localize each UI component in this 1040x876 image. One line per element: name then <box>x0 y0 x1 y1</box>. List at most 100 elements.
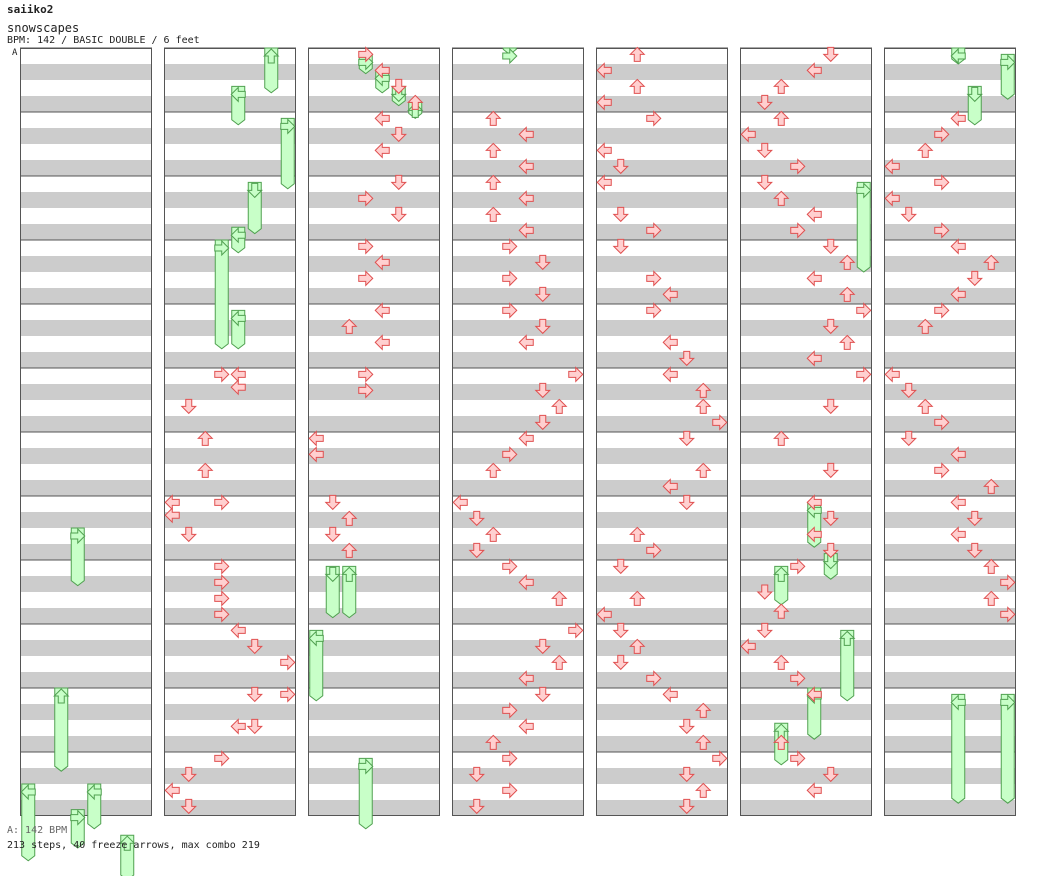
beat-stripe <box>596 464 728 480</box>
beat-stripe <box>452 496 584 512</box>
freeze-arrow <box>280 117 295 190</box>
beat-stripe <box>308 752 440 768</box>
beat-stripe <box>452 336 584 352</box>
beat-stripe <box>596 112 728 128</box>
beat-stripe <box>164 144 296 160</box>
beat-stripe <box>884 128 1016 144</box>
beat-stripe <box>308 544 440 560</box>
beat-stripe <box>20 784 152 800</box>
beat-stripe <box>884 208 1016 224</box>
step-arrow <box>839 334 856 350</box>
beat-stripe <box>884 784 1016 800</box>
beat-stripe <box>20 320 152 336</box>
beat-stripe <box>452 400 584 416</box>
beat-stripe <box>596 688 728 704</box>
step-arrow <box>518 430 534 447</box>
beat-stripe <box>308 304 440 320</box>
step-arrow <box>950 446 966 463</box>
beat-stripe <box>20 656 152 672</box>
beat-stripe <box>308 672 440 688</box>
step-arrow <box>884 190 900 207</box>
step-arrow <box>806 686 822 703</box>
beat-stripe <box>164 448 296 464</box>
beat-stripe <box>308 480 440 496</box>
step-arrow <box>646 110 662 127</box>
step-arrow <box>468 798 485 815</box>
step-arrow <box>822 398 839 415</box>
beat-stripe <box>20 128 152 144</box>
beat-stripe <box>884 336 1016 352</box>
beat-stripe <box>452 576 584 592</box>
step-arrow <box>629 638 646 654</box>
step-arrow <box>822 510 839 527</box>
step-arrow <box>596 62 612 79</box>
beat-stripe <box>596 336 728 352</box>
beat-stripe <box>884 416 1016 432</box>
beat-stripe <box>884 448 1016 464</box>
beat-stripe <box>308 432 440 448</box>
freeze-arrow-head <box>119 835 136 851</box>
beat-stripe <box>884 624 1016 640</box>
beat-stripe <box>740 272 872 288</box>
step-arrow <box>308 430 324 447</box>
step-arrow <box>485 462 502 478</box>
freeze-arrow-head <box>358 758 374 775</box>
beat-stripe <box>452 416 584 432</box>
beat-stripe <box>308 48 440 64</box>
step-arrow <box>246 686 263 703</box>
beat-stripe <box>740 784 872 800</box>
step-arrow <box>358 382 374 399</box>
freeze-arrow-head <box>950 47 966 65</box>
step-arrow <box>518 670 534 687</box>
beat-stripe <box>164 176 296 192</box>
beat-stripe <box>596 704 728 720</box>
beat-stripe <box>452 560 584 576</box>
step-arrow <box>230 718 246 735</box>
beat-stripe <box>308 176 440 192</box>
step-arrow <box>822 462 839 479</box>
chart-column <box>164 47 296 816</box>
beat-stripe <box>452 192 584 208</box>
beat-stripe <box>740 240 872 256</box>
beat-stripe <box>452 688 584 704</box>
beat-stripe <box>164 640 296 656</box>
column-border <box>20 48 152 816</box>
step-arrow <box>230 378 246 396</box>
freeze-arrow-head <box>86 783 102 801</box>
beat-stripe <box>308 272 440 288</box>
step-arrow <box>502 270 518 287</box>
step-arrow <box>950 494 966 511</box>
beat-stripe <box>884 400 1016 416</box>
step-arrow <box>773 78 790 94</box>
step-arrow <box>518 334 534 351</box>
beat-stripe <box>308 528 440 544</box>
beat-stripe <box>740 576 872 592</box>
beat-stripe <box>308 512 440 528</box>
step-arrow <box>856 366 872 383</box>
beat-stripe <box>20 192 152 208</box>
song-title: snowscapes <box>7 21 80 35</box>
step-arrow <box>934 462 950 479</box>
beat-stripe <box>308 656 440 672</box>
step-arrow <box>662 334 678 351</box>
step-arrow <box>518 222 534 239</box>
step-arrow <box>756 584 773 600</box>
beat-stripe <box>884 592 1016 608</box>
beat-stripe <box>308 576 440 592</box>
beat-stripe <box>452 640 584 656</box>
beat-stripe <box>740 400 872 416</box>
beat-stripe <box>308 256 440 272</box>
beat-stripe <box>452 800 584 816</box>
beat-stripe <box>884 688 1016 704</box>
freeze-arrow <box>840 629 855 702</box>
column-border <box>884 48 1016 816</box>
step-arrow <box>790 750 806 767</box>
beat-stripe <box>20 528 152 544</box>
beat-stripe <box>308 144 440 160</box>
step-arrow <box>341 542 358 558</box>
beat-stripe <box>164 768 296 784</box>
beat-stripe <box>740 720 872 736</box>
step-arrow <box>551 654 568 670</box>
step-arrow <box>468 510 485 527</box>
